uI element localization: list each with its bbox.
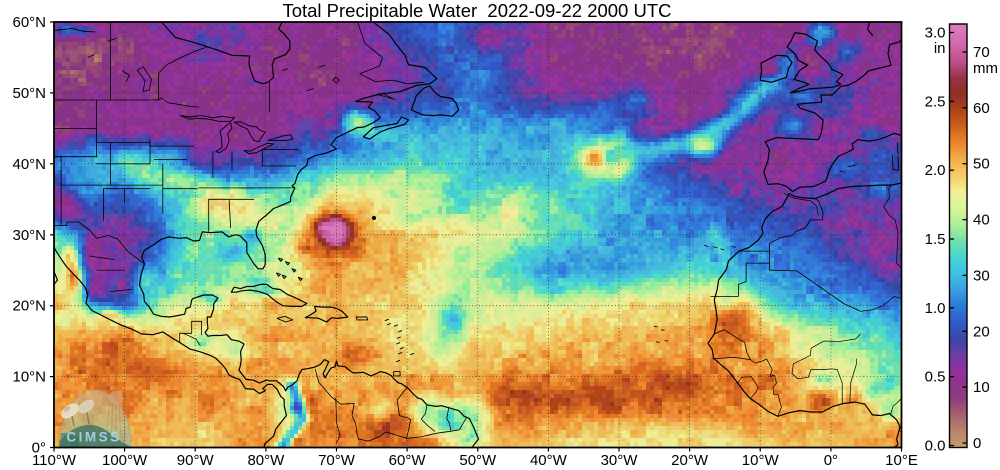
svg-text:10°N: 10°N (12, 369, 46, 386)
svg-text:10: 10 (973, 379, 990, 396)
svg-text:20: 20 (973, 323, 990, 340)
svg-text:80°W: 80°W (247, 452, 285, 469)
svg-text:2.5: 2.5 (925, 93, 946, 110)
svg-text:110°W: 110°W (32, 452, 77, 469)
svg-text:70: 70 (973, 44, 990, 61)
svg-text:30°W: 30°W (601, 452, 639, 469)
svg-text:0°: 0° (824, 452, 838, 469)
svg-text:10°E: 10°E (885, 452, 918, 469)
svg-text:20°N: 20°N (12, 298, 46, 315)
svg-text:30°N: 30°N (12, 227, 46, 244)
svg-text:CIMSS: CIMSS (66, 430, 121, 445)
svg-text:Total Precipitable Water 2022: Total Precipitable Water 2022-09-22 2000… (282, 0, 671, 21)
svg-text:0.5: 0.5 (925, 369, 946, 386)
svg-text:in: in (934, 40, 946, 57)
svg-text:0: 0 (973, 435, 981, 452)
svg-text:2.0: 2.0 (925, 162, 946, 179)
svg-text:0.0: 0.0 (925, 438, 946, 455)
svg-text:20°W: 20°W (671, 452, 709, 469)
svg-text:60°W: 60°W (389, 452, 427, 469)
svg-text:1.5: 1.5 (925, 231, 946, 248)
svg-text:50°N: 50°N (12, 85, 46, 102)
svg-text:3.0: 3.0 (925, 25, 946, 42)
svg-text:0°: 0° (32, 440, 46, 457)
svg-text:40: 40 (973, 212, 990, 229)
svg-text:30: 30 (973, 267, 990, 284)
svg-text:60: 60 (973, 100, 990, 117)
svg-text:40°N: 40°N (12, 156, 46, 173)
svg-text:100°W: 100°W (102, 452, 148, 469)
svg-text:60°N: 60°N (12, 14, 46, 31)
svg-text:mm: mm (973, 60, 998, 77)
svg-text:70°W: 70°W (318, 452, 356, 469)
svg-text:50: 50 (973, 156, 990, 173)
svg-text:40°W: 40°W (530, 452, 568, 469)
svg-text:90°W: 90°W (177, 452, 215, 469)
svg-text:50°W: 50°W (459, 452, 497, 469)
svg-text:10°W: 10°W (742, 452, 780, 469)
svg-text:1.0: 1.0 (925, 300, 946, 317)
